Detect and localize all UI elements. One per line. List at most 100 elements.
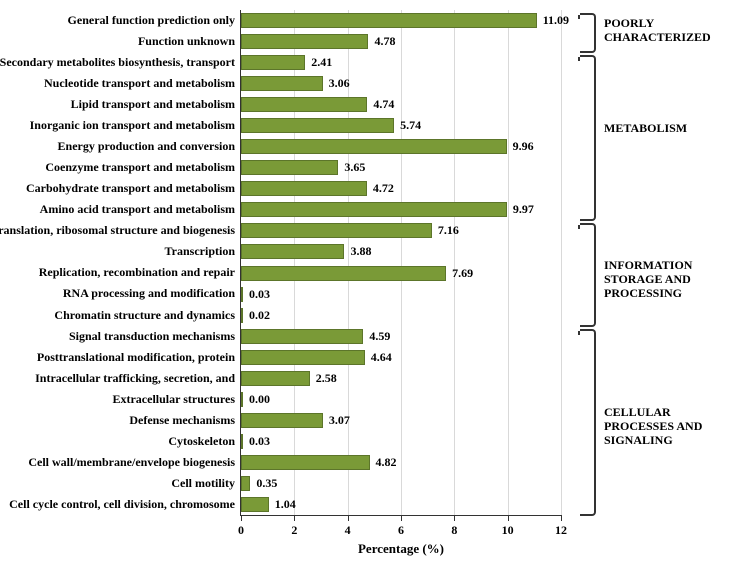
- x-tick: [401, 515, 402, 521]
- bar: [241, 139, 507, 154]
- category-label: Cell cycle control, cell division, chrom…: [9, 498, 241, 511]
- x-tick: [561, 515, 562, 521]
- group-label: CELLULAR PROCESSES AND SIGNALING: [604, 406, 742, 447]
- value-label: 0.35: [250, 476, 277, 491]
- value-label: 4.74: [367, 97, 394, 112]
- x-tick: [294, 515, 295, 521]
- value-label: 9.96: [507, 139, 534, 154]
- value-label: 2.58: [310, 371, 337, 386]
- bar: [241, 118, 394, 133]
- category-label: Intracellular trafficking, secretion, an…: [35, 372, 241, 385]
- group-label: INFORMATION STORAGE AND PROCESSING: [604, 259, 742, 300]
- value-label: 0.00: [243, 392, 270, 407]
- category-label: Defense mechanisms: [129, 414, 241, 427]
- gridline: [561, 10, 562, 515]
- value-label: 3.65: [338, 160, 365, 175]
- category-label: Transcription: [165, 245, 241, 258]
- x-tick-label: 8: [451, 523, 457, 538]
- x-tick: [348, 515, 349, 521]
- value-label: 11.09: [537, 13, 569, 28]
- bar: [241, 160, 338, 175]
- bar: [241, 13, 537, 28]
- bar-row: Function unknown4.78: [241, 31, 395, 52]
- category-label: Extracellular structures: [112, 393, 241, 406]
- bar: [241, 34, 368, 49]
- category-label: Cell motility: [171, 477, 241, 490]
- group-bracket: [580, 329, 596, 516]
- value-label: 4.78: [368, 34, 395, 49]
- bar-row: Energy production and conversion9.96: [241, 136, 534, 157]
- bar: [241, 413, 323, 428]
- bar-row: Cytoskeleton0.03: [241, 431, 270, 452]
- x-tick-label: 0: [238, 523, 244, 538]
- category-label: Cytoskeleton: [168, 435, 241, 448]
- bar-row: Signal transduction mechanisms4.59: [241, 326, 390, 347]
- bar-row: General function prediction only11.09: [241, 10, 569, 31]
- bar-row: Intracellular trafficking, secretion, an…: [241, 368, 337, 389]
- group-bracket: [580, 223, 596, 326]
- value-label: 7.69: [446, 266, 473, 281]
- bar-row: Posttranslational modification, protein4…: [241, 347, 392, 368]
- bar: [241, 455, 370, 470]
- category-label: Nucleotide transport and metabolism: [44, 77, 241, 90]
- x-axis-title: Percentage (%): [358, 541, 444, 557]
- bar: [241, 497, 269, 512]
- bar-row: Replication, recombination and repair7.6…: [241, 263, 473, 284]
- category-label: General function prediction only: [68, 14, 241, 27]
- x-tick-label: 6: [398, 523, 404, 538]
- value-label: 0.02: [243, 308, 270, 323]
- x-tick: [508, 515, 509, 521]
- value-label: 3.06: [323, 76, 350, 91]
- bar-row: Cell cycle control, cell division, chrom…: [241, 494, 296, 515]
- value-label: 0.03: [243, 287, 270, 302]
- cog-distribution-chart: 024681012 General function prediction on…: [0, 0, 748, 563]
- gridline: [508, 10, 509, 515]
- category-label: Energy production and conversion: [58, 140, 241, 153]
- value-label: 7.16: [432, 223, 459, 238]
- x-tick-label: 2: [291, 523, 297, 538]
- value-label: 5.74: [394, 118, 421, 133]
- category-label: Secondary metabolites biosynthesis, tran…: [0, 56, 241, 69]
- category-label: Translation, ribosomal structure and bio…: [0, 224, 241, 237]
- bar: [241, 244, 344, 259]
- bar: [241, 181, 367, 196]
- category-label: Chromatin structure and dynamics: [54, 309, 241, 322]
- value-label: 4.64: [365, 350, 392, 365]
- bar-row: Cell wall/membrane/envelope biogenesis4.…: [241, 452, 397, 473]
- value-label: 4.82: [370, 455, 397, 470]
- category-label: Signal transduction mechanisms: [69, 330, 241, 343]
- bar-row: Defense mechanisms3.07: [241, 410, 350, 431]
- category-label: Inorganic ion transport and metabolism: [30, 119, 241, 132]
- group-label: POORLY CHARACTERIZED: [604, 17, 742, 45]
- bar-row: Coenzyme transport and metabolism3.65: [241, 157, 365, 178]
- bar-row: Secondary metabolites biosynthesis, tran…: [241, 52, 332, 73]
- bar-row: Chromatin structure and dynamics0.02: [241, 305, 270, 326]
- group-bracket: [580, 13, 596, 53]
- category-label: Amino acid transport and metabolism: [40, 203, 241, 216]
- value-label: 2.41: [305, 55, 332, 70]
- category-label: Coenzyme transport and metabolism: [45, 161, 241, 174]
- bar: [241, 371, 310, 386]
- bar: [241, 350, 365, 365]
- category-label: Lipid transport and metabolism: [71, 98, 241, 111]
- value-label: 4.59: [363, 329, 390, 344]
- value-label: 9.97: [507, 202, 534, 217]
- x-tick-label: 12: [555, 523, 567, 538]
- value-label: 3.88: [344, 244, 371, 259]
- bar: [241, 223, 432, 238]
- category-label: Cell wall/membrane/envelope biogenesis: [28, 456, 241, 469]
- group-label: METABOLISM: [604, 122, 742, 136]
- bar: [241, 97, 367, 112]
- bar: [241, 76, 323, 91]
- category-label: Replication, recombination and repair: [39, 266, 241, 279]
- value-label: 0.03: [243, 434, 270, 449]
- group-bracket: [580, 55, 596, 221]
- bar-row: Carbohydrate transport and metabolism4.7…: [241, 178, 394, 199]
- category-label: Function unknown: [138, 35, 241, 48]
- bar-row: Nucleotide transport and metabolism3.06: [241, 73, 350, 94]
- bar-row: Translation, ribosomal structure and bio…: [241, 220, 459, 241]
- x-tick: [454, 515, 455, 521]
- category-label: Carbohydrate transport and metabolism: [26, 182, 241, 195]
- bar: [241, 202, 507, 217]
- x-tick: [241, 515, 242, 521]
